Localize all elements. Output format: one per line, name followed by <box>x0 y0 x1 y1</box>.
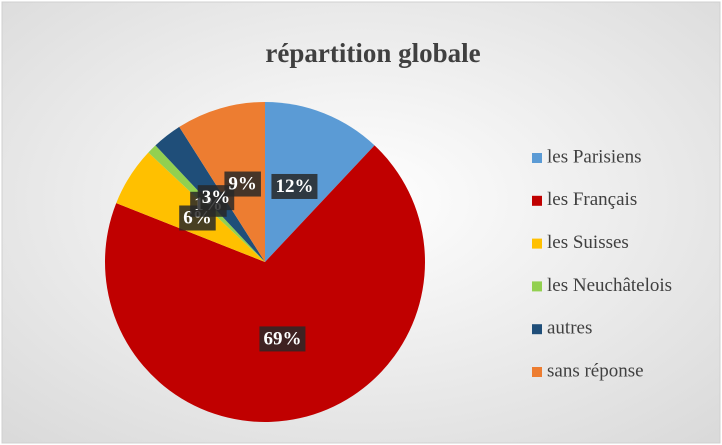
legend-label: autres <box>547 318 592 339</box>
pie-slice <box>179 102 265 262</box>
legend-label: les Suisses <box>547 232 629 253</box>
legend-swatch <box>532 367 542 377</box>
legend-swatch <box>532 153 542 163</box>
legend-label: les Parisiens <box>547 146 641 167</box>
data-label: 69% <box>263 328 301 349</box>
data-label: 12% <box>275 176 313 197</box>
legend-label: les Neuchâtelois <box>547 275 672 296</box>
data-label-box <box>271 173 318 199</box>
legend-swatch <box>532 195 542 206</box>
data-label: 9% <box>228 174 257 195</box>
pie-slice <box>105 145 426 422</box>
pie-slice <box>265 102 375 262</box>
legend-swatch <box>532 324 542 335</box>
data-label-box <box>224 171 261 197</box>
data-label: 3% <box>202 187 231 208</box>
chart-title: répartition globale <box>265 38 480 68</box>
legend-label: les Français <box>547 189 637 210</box>
legend-swatch <box>532 281 542 292</box>
legend-swatch <box>532 238 542 249</box>
data-label-box <box>259 326 306 352</box>
legend-label: sans réponse <box>547 360 644 381</box>
